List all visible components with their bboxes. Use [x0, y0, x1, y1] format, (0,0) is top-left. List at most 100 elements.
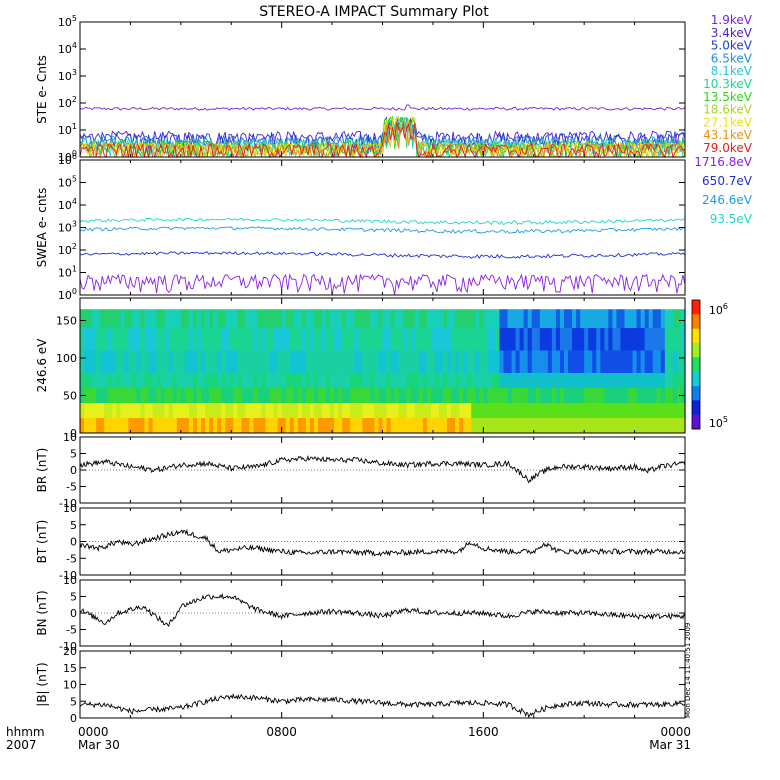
heatmap-cell: [535, 403, 541, 418]
y-tick-label: 102: [58, 242, 77, 257]
heatmap-cell: [249, 328, 255, 351]
heatmap-cell: [491, 418, 497, 433]
heatmap-cell: [418, 309, 424, 328]
heatmap-cell: [233, 309, 238, 328]
heatmap-cell: [253, 373, 259, 388]
heatmap-cell: [301, 309, 307, 328]
heatmap-cell: [632, 403, 638, 418]
heatmap-cell: [459, 373, 464, 388]
heatmap-cell: [648, 388, 654, 403]
legend-entry: 8.1keV: [711, 64, 753, 78]
heatmap-cell: [120, 388, 125, 403]
heatmap-cell: [362, 388, 367, 403]
heatmap-cell: [285, 388, 291, 403]
y-tick-label: 100: [58, 287, 77, 302]
y-tick-label: 100: [56, 352, 77, 365]
heatmap-cell: [249, 418, 255, 433]
heatmap-cell: [531, 350, 537, 373]
heatmap-cell: [346, 373, 351, 388]
legend: 1716.8eV 650.7eV 246.6eV 93.5eV: [694, 155, 752, 226]
heatmap-cell: [447, 418, 452, 433]
heatmap-cell: [330, 309, 335, 328]
heatmap-cell: [233, 418, 238, 433]
heatmap-cell: [519, 350, 525, 373]
heatmap-cell: [249, 403, 255, 418]
heatmap-cell: [249, 309, 255, 328]
heatmap-cell: [382, 388, 388, 403]
heatmap-cell: [680, 373, 686, 388]
heatmap-cell: [374, 403, 380, 418]
heatmap-cell: [632, 350, 638, 373]
heatmap-cell: [176, 403, 182, 418]
heatmap-cell: [612, 309, 618, 328]
heatmap-cell: [221, 350, 226, 373]
heatmap-cell: [342, 388, 347, 403]
heatmap-cell: [269, 373, 275, 388]
heatmap-cell: [483, 328, 488, 351]
heatmap-cell: [201, 403, 206, 418]
heatmap-cell: [451, 350, 456, 373]
heatmap-cell: [515, 350, 521, 373]
heatmap-cell: [180, 350, 186, 373]
heatmap-cell: [459, 403, 464, 418]
series-line: [79, 217, 686, 226]
heatmap-cell: [257, 418, 263, 433]
heatmap-cell: [576, 403, 581, 418]
heatmap-cell: [519, 373, 525, 388]
panel-1: 1.9keV3.4keV5.0keV6.5keV8.1keV10.3keV13.…: [35, 13, 753, 164]
legend-entry: 18.6keV: [703, 103, 753, 117]
heatmap-cell: [124, 403, 129, 418]
heatmap-cell: [382, 328, 388, 351]
heatmap-cell: [120, 373, 125, 388]
heatmap-cell: [100, 373, 105, 388]
heatmap-cell: [390, 403, 396, 418]
heatmap-cell: [511, 403, 517, 418]
heatmap-cell: [576, 328, 581, 351]
heatmap-cell: [664, 373, 670, 388]
heatmap-cell: [192, 388, 198, 403]
heatmap-cell: [285, 328, 291, 351]
heatmap-cell: [80, 373, 85, 388]
heatmap-cell: [100, 328, 105, 351]
heatmap-cell: [398, 350, 404, 373]
heatmap-cell: [277, 350, 283, 373]
heatmap-cell: [559, 388, 565, 403]
heatmap-cell: [350, 309, 355, 328]
heatmap-cell: [523, 388, 529, 403]
heatmap-cell: [132, 388, 138, 403]
legend-entry: 5.0keV: [711, 39, 753, 53]
heatmap-cell: [438, 350, 444, 373]
heatmap-cell: [624, 418, 630, 433]
heatmap-cell: [84, 373, 89, 388]
heatmap-cell: [144, 403, 150, 418]
heatmap-cell: [229, 388, 234, 403]
heatmap-cell: [209, 418, 214, 433]
heatmap-cell: [168, 350, 174, 373]
heatmap-cell: [188, 403, 194, 418]
heatmap-cell: [572, 388, 577, 403]
heatmap-cell: [426, 309, 432, 328]
heatmap-cell: [568, 403, 573, 418]
heatmap-cell: [346, 350, 351, 373]
heatmap-cell: [612, 388, 618, 403]
heatmap-cell: [180, 418, 186, 433]
heatmap-cell: [386, 350, 392, 373]
heatmap-cell: [394, 403, 400, 418]
heatmap-cell: [580, 418, 585, 433]
heatmap-cell: [447, 328, 452, 351]
heatmap-cell: [483, 373, 488, 388]
heatmap-cell: [499, 373, 505, 388]
heatmap-cell: [196, 373, 202, 388]
legend-entry: 1716.8eV: [694, 155, 752, 169]
heatmap-cell: [584, 328, 589, 351]
heatmap-cell: [386, 328, 392, 351]
heatmap-cell: [221, 309, 226, 328]
heatmap-cell: [378, 403, 384, 418]
heatmap-cell: [96, 373, 101, 388]
heatmap-cell: [644, 328, 650, 351]
heatmap-cell: [475, 418, 480, 433]
heatmap-cell: [136, 373, 142, 388]
heatmap-cell: [148, 328, 154, 351]
heatmap-cell: [608, 309, 613, 328]
heatmap-cell: [273, 328, 279, 351]
